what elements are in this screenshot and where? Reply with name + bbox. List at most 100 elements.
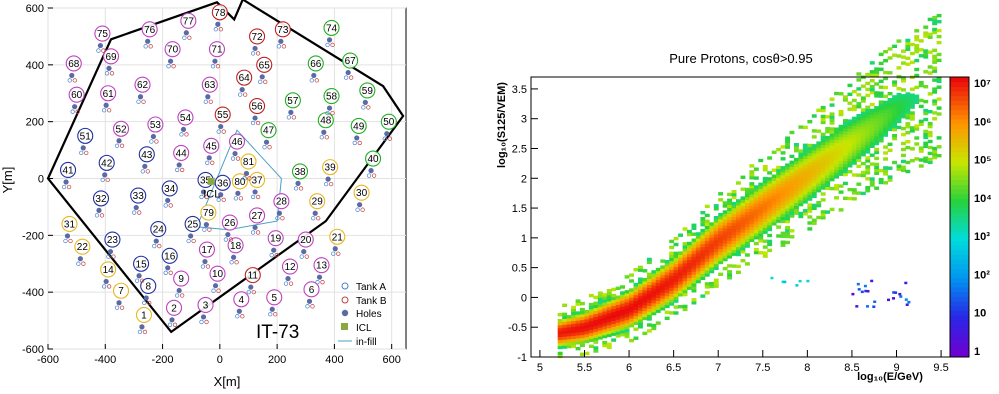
heatmap-cell	[593, 313, 599, 317]
heatmap-cell	[687, 256, 692, 261]
heatmap-cell	[655, 267, 661, 272]
heatmap-cell	[892, 83, 897, 87]
heatmap-cell	[856, 114, 862, 118]
heatmap-cell	[785, 211, 790, 215]
heatmap-cell	[825, 156, 831, 161]
station-hole-marker	[243, 170, 250, 177]
heatmap-cell	[633, 336, 639, 340]
heatmap-outlier-cell	[866, 305, 869, 308]
heatmap-cell	[865, 186, 871, 190]
heatmap-cell	[914, 73, 920, 78]
heatmap-cell	[860, 161, 866, 166]
station-21: 21	[329, 228, 346, 256]
station-tank-b-marker	[180, 293, 185, 298]
heatmap-cell	[660, 289, 666, 293]
heatmap-cell	[584, 324, 590, 329]
heatmap-cell	[785, 196, 790, 200]
heatmap-cell	[673, 236, 679, 241]
heatmap-cell	[771, 204, 777, 208]
station-hole-marker	[165, 197, 171, 204]
heatmap-cell	[664, 286, 670, 291]
station-number-label: 30	[356, 188, 368, 199]
heatmap-cell	[834, 169, 839, 173]
heatmap-cell	[722, 243, 728, 247]
heatmap-cell	[642, 269, 648, 273]
heatmap-cell	[731, 195, 737, 200]
station-number-label: 9	[178, 274, 184, 285]
heatmap-cell	[633, 285, 639, 290]
heatmap-cell	[860, 111, 866, 115]
heatmap-cell	[588, 323, 594, 328]
heatmap-cell	[874, 121, 880, 125]
heatmap-cell	[687, 265, 692, 269]
heatmap-cell	[838, 151, 844, 155]
heatmap-cell	[575, 311, 581, 315]
heatmap-cell	[749, 191, 755, 195]
station-number-label: 22	[77, 242, 89, 253]
heatmap-cell	[923, 159, 929, 163]
heatmap-cell	[664, 295, 670, 300]
heatmap-cell	[865, 141, 871, 145]
heatmap-cell	[758, 185, 764, 189]
heatmap-cell	[874, 171, 880, 175]
heatmap-outlier-cell	[783, 280, 787, 284]
heatmap-cell	[807, 221, 813, 225]
station-hole-marker	[316, 274, 323, 280]
station-tank-b-marker	[255, 194, 261, 200]
heatmap-cell	[860, 170, 866, 175]
heatmap-cell	[611, 329, 617, 333]
station-tank-b-marker	[255, 120, 261, 126]
heatmap-cell	[865, 129, 871, 133]
heatmap-cell	[629, 303, 634, 307]
heatmap-cell	[887, 148, 893, 152]
heatmap-cell	[727, 225, 732, 229]
heatmap-cell	[673, 278, 679, 282]
heatmap-cell	[838, 124, 844, 129]
heatmap-cell	[588, 308, 594, 313]
heatmap-cell	[820, 156, 826, 160]
heatmap-cell	[562, 336, 568, 340]
heatmap-cell	[847, 101, 853, 105]
heatmap-cell	[918, 48, 924, 52]
station-hole-marker	[362, 99, 368, 106]
colorbar-segment	[950, 263, 969, 269]
heatmap-cell	[883, 115, 888, 119]
heatmap-cell	[936, 79, 942, 83]
station-number-label: 59	[362, 86, 374, 97]
heatmap-cell	[785, 193, 790, 197]
station-tank-b-marker	[316, 216, 321, 221]
heatmap-cell	[807, 206, 813, 210]
heatmap-cell	[660, 307, 666, 311]
heatmap-cell	[936, 106, 942, 110]
heatmap-cell	[633, 309, 639, 314]
station-hole-marker	[326, 105, 333, 111]
heatmap-cell	[700, 246, 706, 251]
heatmap-cell	[932, 78, 938, 82]
station-tank-b-marker	[267, 145, 272, 150]
heatmap-cell	[646, 260, 652, 265]
station-tank-a-marker	[233, 196, 239, 201]
station-tank-a-marker	[229, 260, 234, 265]
heatmap-cell	[807, 182, 813, 186]
station-ring	[165, 299, 183, 316]
colorbar-segment	[950, 133, 969, 139]
heatmap-outlier-cell	[892, 291, 896, 294]
heatmap-cell	[802, 143, 808, 147]
heatmap-cell	[892, 160, 897, 165]
heatmap-cell	[736, 240, 741, 245]
heatmap-cell	[851, 188, 857, 192]
heatmap-cell	[642, 287, 648, 291]
heatmap-cell	[829, 97, 835, 101]
heatmap-cell	[731, 264, 737, 268]
heatmap-cell	[834, 163, 839, 167]
heatmap-cell	[691, 253, 697, 257]
heatmap-cell	[896, 125, 902, 130]
heatmap-cell	[816, 129, 822, 133]
heatmap-cell	[865, 120, 871, 124]
heatmap-cell	[762, 254, 768, 258]
heatmap-cell	[736, 270, 741, 274]
heatmap-cell	[780, 240, 786, 244]
heatmap-cell	[838, 139, 844, 144]
heatmap-cell	[816, 144, 822, 148]
heatmap-cell	[802, 164, 808, 168]
